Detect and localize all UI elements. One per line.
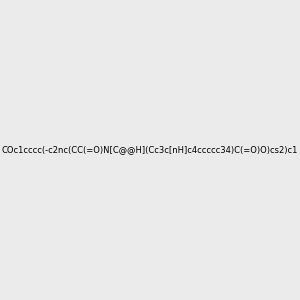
Text: COc1cccc(-c2nc(CC(=O)N[C@@H](Cc3c[nH]c4ccccc34)C(=O)O)cs2)c1: COc1cccc(-c2nc(CC(=O)N[C@@H](Cc3c[nH]c4c… bbox=[2, 146, 298, 154]
